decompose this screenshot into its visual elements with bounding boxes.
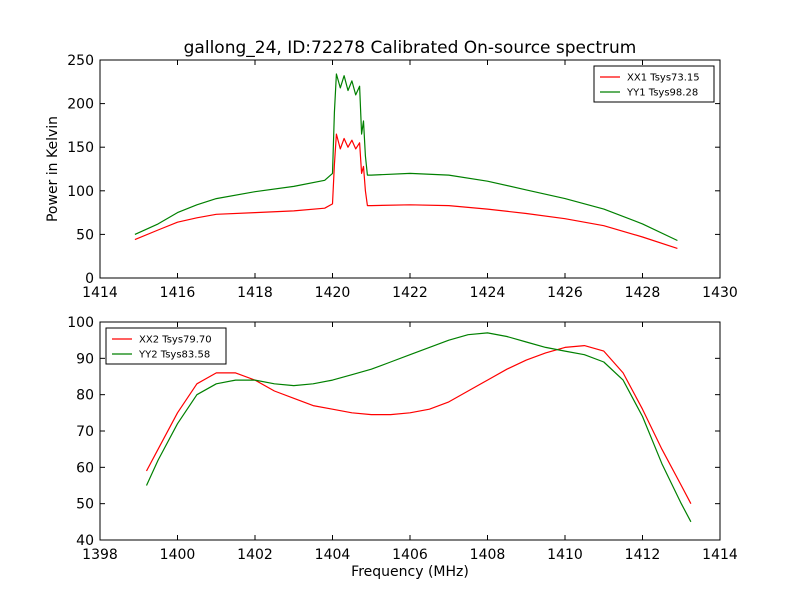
lower-xtick-label: 1410: [547, 547, 583, 563]
lower-legend-label-1: XX2 Tsys79.70: [139, 335, 212, 346]
upper-ytick-label: 250: [67, 53, 94, 69]
figure-title: gallong_24, ID:72278 Calibrated On-sourc…: [184, 38, 637, 58]
lower-ytick-label: 90: [76, 351, 94, 367]
lower-xtick-label: 1404: [315, 547, 351, 563]
upper-ytick-label: 150: [67, 140, 94, 156]
lower-xlabel: Frequency (MHz): [351, 564, 469, 580]
upper-panel: 1414 1416 1418 1420 1422 1424 1426 1428 1430 0 50 1…: [45, 53, 738, 301]
upper-xtick-label: 1430: [702, 285, 738, 301]
lower-xtick-label: 1414: [702, 547, 738, 563]
lower-legend-label-2: YY2 Tsys83.58: [138, 350, 210, 361]
lower-legend: XX2 Tsys79.70 YY2 Tsys83.58: [105, 327, 227, 365]
upper-legend-label-1: XX1 Tsys73.15: [627, 73, 700, 84]
upper-ytick-label: 200: [67, 97, 94, 113]
upper-ytick-label: 0: [85, 271, 94, 287]
lower-ytick-label: 60: [76, 460, 94, 476]
upper-legend-box: [593, 65, 715, 103]
upper-ytick-label: 50: [76, 227, 94, 243]
lower-ytick-label: 50: [76, 497, 94, 513]
lower-legend-box: [105, 327, 227, 365]
lower-panel: 1398 1400 1402 1404 1406 1408 1410 1412 1414 40 50…: [67, 315, 738, 580]
lower-xtick-label: 1412: [625, 547, 661, 563]
upper-xtick-label: 1428: [625, 285, 661, 301]
lower-series-line-1: [145, 345, 692, 504]
upper-ylabel: Power in Kelvin: [45, 116, 61, 222]
lower-xtick-label: 1406: [392, 547, 428, 563]
lower-xtick-label: 1400: [160, 547, 196, 563]
upper-legend-label-2: YY1 Tsys98.28: [626, 88, 698, 99]
upper-xtick-label: 1426: [547, 285, 583, 301]
upper-legend: XX1 Tsys73.15 YY1 Tsys98.28: [593, 65, 715, 103]
upper-xtick-label: 1424: [470, 285, 506, 301]
upper-ytick-label: 100: [67, 184, 94, 200]
lower-xtick-label: 1402: [237, 547, 273, 563]
upper-xtick-label: 1416: [160, 285, 196, 301]
lower-xtick-label: 1398: [82, 547, 118, 563]
lower-ytick-label: 70: [76, 424, 94, 440]
upper-xtick-label: 1422: [392, 285, 428, 301]
upper-series-line-2: [134, 73, 678, 242]
lower-ytick-label: 100: [67, 315, 94, 331]
lower-xtick-label: 1408: [470, 547, 506, 563]
upper-xtick-label: 1420: [315, 285, 351, 301]
upper-xtick-label: 1414: [82, 285, 118, 301]
lower-ytick-label: 40: [76, 533, 94, 549]
upper-series-line-1: [134, 133, 678, 249]
upper-xtick-label: 1418: [237, 285, 273, 301]
lower-series-line-2: [145, 332, 692, 523]
lower-ytick-label: 80: [76, 388, 94, 404]
